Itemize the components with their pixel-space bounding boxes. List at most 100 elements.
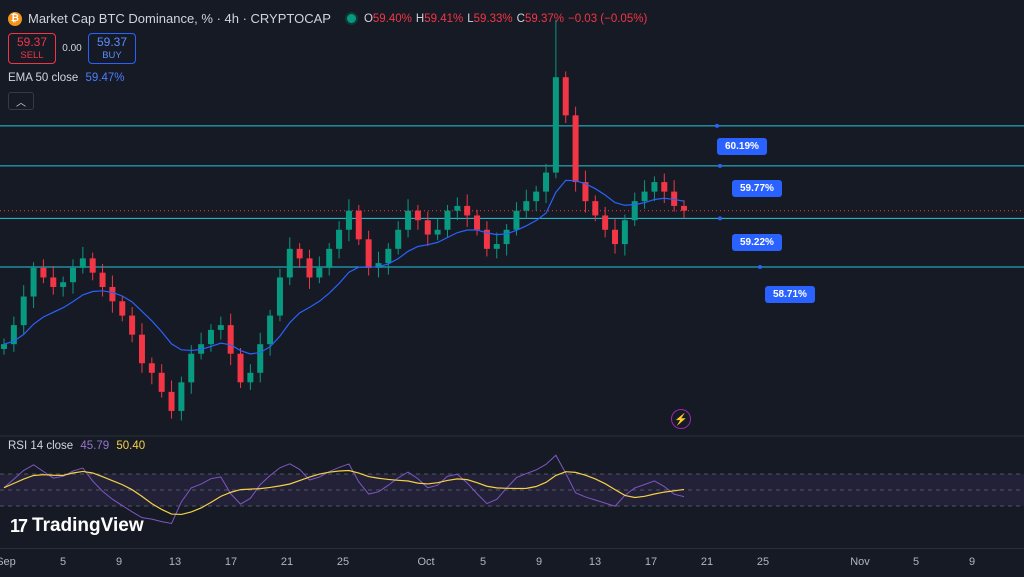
ema-line bbox=[3, 179, 685, 355]
time-tick: 13 bbox=[168, 556, 182, 568]
rsi-ma-value: 50.40 bbox=[116, 440, 146, 452]
sell-button[interactable]: 59.37 SELL bbox=[8, 33, 56, 64]
chart-legend: ₿ Market Cap BTC Dominance, % · 4h · CRY… bbox=[8, 11, 647, 26]
time-tick: 5 bbox=[479, 556, 487, 568]
candle-body bbox=[326, 248, 333, 268]
candle-body bbox=[474, 215, 481, 230]
rsi-legend[interactable]: RSI 14 close 45.79 50.40 bbox=[8, 440, 145, 452]
candle-body bbox=[286, 248, 293, 278]
candle-body bbox=[405, 210, 412, 230]
candle-body bbox=[40, 267, 47, 278]
candle-body bbox=[582, 182, 589, 202]
candle-body bbox=[69, 267, 76, 283]
candle-body bbox=[464, 205, 471, 216]
price-label-1[interactable]: 60.19% bbox=[717, 138, 767, 155]
candle-body bbox=[681, 205, 687, 211]
candle-body bbox=[651, 182, 658, 192]
candle-body bbox=[375, 263, 382, 268]
time-tick: 9 bbox=[968, 556, 976, 568]
price-label-3[interactable]: 59.22% bbox=[732, 234, 782, 251]
candle-body bbox=[345, 210, 352, 230]
candle-body bbox=[257, 344, 264, 373]
candle-body bbox=[562, 77, 569, 116]
symbol-title[interactable]: Market Cap BTC Dominance, % · 4h · CRYPT… bbox=[28, 11, 331, 26]
time-tick: 25 bbox=[336, 556, 350, 568]
candle-body bbox=[395, 229, 402, 249]
line-anchor bbox=[715, 123, 719, 128]
ohlc-values: O59.40% H59.41% L59.33% C59.37% −0.03 (−… bbox=[363, 12, 648, 25]
candle-body bbox=[454, 205, 461, 211]
rsi-ma-line bbox=[3, 469, 685, 516]
ema-value: 59.47% bbox=[85, 72, 125, 84]
candle-body bbox=[365, 239, 372, 268]
chevron-up-icon: ︿ bbox=[16, 97, 26, 109]
time-tick: 13 bbox=[588, 556, 602, 568]
rsi-label: RSI 14 close bbox=[8, 440, 74, 452]
spread-value: 0.00 bbox=[62, 43, 82, 54]
candle-body bbox=[385, 248, 392, 264]
candle-body bbox=[89, 258, 96, 273]
time-axis[interactable]: Sep 5 9 13 17 21 25 Oct 5 9 13 17 21 25 … bbox=[0, 548, 1024, 577]
rsi-value: 45.79 bbox=[80, 440, 110, 452]
time-tick: Nov bbox=[850, 556, 870, 568]
price-change: −0.03 (−0.05%) bbox=[568, 12, 648, 25]
candle-body bbox=[10, 325, 17, 345]
line-anchor bbox=[758, 264, 762, 269]
candle-body bbox=[296, 248, 303, 259]
ema-label: EMA 50 close bbox=[8, 72, 79, 84]
candle-body bbox=[207, 329, 214, 345]
candle-body bbox=[148, 363, 155, 373]
candle-body bbox=[276, 277, 283, 316]
candle-body bbox=[119, 301, 126, 316]
candle-body bbox=[533, 191, 540, 202]
candle-body bbox=[414, 210, 421, 221]
candle-body bbox=[612, 229, 619, 245]
candle-body bbox=[20, 296, 27, 326]
candle-body bbox=[671, 191, 678, 206]
candle-body bbox=[434, 229, 441, 235]
price-label-2[interactable]: 59.77% bbox=[732, 180, 782, 197]
candle-body bbox=[306, 258, 313, 278]
price-label-4[interactable]: 58.71% bbox=[765, 286, 815, 303]
candle-body bbox=[138, 334, 145, 364]
time-tick: Oct bbox=[417, 556, 435, 568]
candle-body bbox=[129, 315, 136, 335]
candle-body bbox=[552, 77, 559, 173]
candle-body bbox=[316, 267, 323, 278]
time-tick: 21 bbox=[700, 556, 714, 568]
buy-button[interactable]: 59.37 BUY bbox=[88, 33, 136, 64]
candle-body bbox=[513, 210, 520, 230]
candle-body bbox=[641, 191, 648, 202]
time-tick: 21 bbox=[280, 556, 294, 568]
time-tick: Sep bbox=[0, 556, 16, 568]
candle-body bbox=[168, 391, 175, 411]
tradingview-logo-text: TradingView bbox=[32, 515, 144, 536]
candle-body bbox=[621, 220, 628, 245]
candle-body bbox=[572, 115, 579, 183]
candle-body bbox=[178, 382, 185, 411]
candle-body bbox=[602, 215, 609, 230]
market-status-icon[interactable] bbox=[344, 12, 358, 25]
collapse-legend-button[interactable]: ︿ bbox=[8, 92, 34, 110]
candle-body bbox=[247, 372, 254, 383]
candle-body bbox=[50, 277, 57, 287]
candle-body bbox=[30, 267, 37, 297]
candle-body bbox=[237, 353, 244, 383]
candle-body bbox=[493, 244, 500, 249]
tradingview-logo-icon: 17 bbox=[10, 515, 28, 536]
trade-panel: 59.37 SELL 0.00 59.37 BUY bbox=[8, 33, 136, 64]
candle-body bbox=[158, 372, 165, 392]
tradingview-logo[interactable]: 17 TradingView bbox=[10, 515, 144, 537]
ema-legend[interactable]: EMA 50 close 59.47% bbox=[8, 72, 125, 84]
candle-body bbox=[543, 172, 550, 192]
candle-body bbox=[1, 344, 7, 349]
candle-body bbox=[99, 272, 106, 287]
candle-body bbox=[109, 286, 116, 302]
candle-body bbox=[483, 229, 490, 249]
lightning-icon[interactable]: ⚡ bbox=[671, 409, 691, 429]
time-tick: 9 bbox=[535, 556, 543, 568]
candle-body bbox=[592, 201, 599, 216]
candle-body bbox=[523, 201, 530, 211]
bitcoin-icon: ₿ bbox=[8, 11, 22, 26]
